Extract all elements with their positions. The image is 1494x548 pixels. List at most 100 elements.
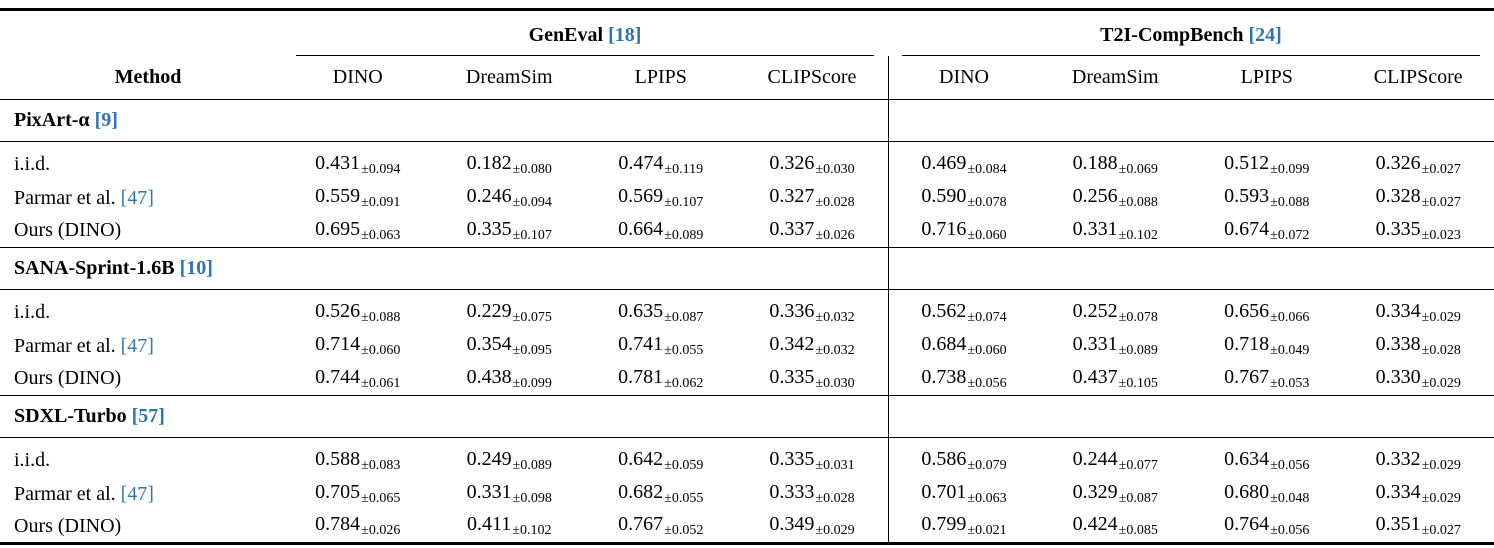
metric-value: 0.438 xyxy=(466,365,512,388)
metric-cell: 0.634±0.056 xyxy=(1191,438,1343,478)
metric-std: ±0.088 xyxy=(361,309,401,325)
metric-cell: 0.437±0.105 xyxy=(1040,363,1192,396)
metric-cell: 0.714±0.060 xyxy=(282,330,434,363)
metric-std: ±0.030 xyxy=(815,375,855,391)
metric-value: 0.334 xyxy=(1375,299,1421,322)
column-header-dino: DINO xyxy=(887,55,1040,100)
method-cell: i.i.d. xyxy=(0,142,282,182)
method-label: i.i.d. xyxy=(14,153,51,176)
metric-cell: 0.784±0.026 xyxy=(282,511,434,544)
metric-value: 0.767 xyxy=(1224,365,1270,388)
method-cell: Ours (DINO) xyxy=(0,511,282,544)
section-header-row: SDXL-Turbo [57] xyxy=(0,395,1494,438)
metric-value: 0.714 xyxy=(315,333,361,355)
metric-cell: 0.335±0.107 xyxy=(434,215,586,248)
metric-std: ±0.080 xyxy=(512,161,552,177)
metric-cell: 0.331±0.102 xyxy=(1040,215,1192,248)
metric-cell: 0.741±0.055 xyxy=(585,330,737,363)
metric-value: 0.562 xyxy=(921,299,967,322)
metric-value: 0.634 xyxy=(1224,447,1270,470)
section-sdxl-turbo: SDXL-Turbo [57] i.i.d. 0.588±0.083 0.249±… xyxy=(0,395,1494,544)
metric-value: 0.326 xyxy=(769,151,815,174)
metric-value: 0.424 xyxy=(1072,513,1118,536)
metric-cell: 0.588±0.083 xyxy=(282,438,434,478)
metric-std: ±0.099 xyxy=(512,375,552,391)
citation-link[interactable]: [10] xyxy=(179,257,213,279)
metric-std: ±0.032 xyxy=(815,343,855,358)
citation-link[interactable]: [47] xyxy=(120,482,154,505)
corner-spacer xyxy=(0,10,282,56)
metric-value: 0.744 xyxy=(315,365,361,388)
metric-cell: 0.569±0.107 xyxy=(585,182,737,215)
metric-cell: 0.586±0.079 xyxy=(887,437,1040,478)
metric-value: 0.342 xyxy=(769,333,815,355)
metric-std: ±0.023 xyxy=(1421,227,1461,243)
metric-std: ±0.031 xyxy=(815,457,855,473)
metric-value: 0.559 xyxy=(315,185,361,207)
group-label: T2I-CompBench [24] xyxy=(888,22,1494,48)
metric-std: ±0.083 xyxy=(361,457,401,473)
metric-value: 0.333 xyxy=(769,481,815,503)
metric-value: 0.469 xyxy=(921,151,967,174)
metric-cell: 0.705±0.065 xyxy=(282,478,434,511)
metric-std: ±0.075 xyxy=(512,309,552,325)
metric-std: ±0.095 xyxy=(512,343,552,358)
metric-cell: 0.249±0.089 xyxy=(434,438,586,478)
metric-std: ±0.029 xyxy=(1421,457,1461,473)
metric-cell: 0.562±0.074 xyxy=(887,289,1040,330)
metric-std: ±0.074 xyxy=(967,309,1007,325)
data-row: Ours (DINO) 0.695±0.063 0.335±0.107 0.66… xyxy=(0,214,1494,248)
metric-std: ±0.060 xyxy=(967,343,1007,358)
metric-value: 0.701 xyxy=(921,481,967,503)
metric-value: 0.335 xyxy=(1375,217,1421,240)
metric-value: 0.767 xyxy=(618,513,664,536)
metric-cell: 0.351±0.027 xyxy=(1343,511,1494,544)
metric-std: ±0.063 xyxy=(967,491,1007,506)
metric-cell: 0.438±0.099 xyxy=(434,363,586,396)
metric-cell: 0.469±0.084 xyxy=(887,141,1040,182)
column-header-method: Method xyxy=(0,55,282,100)
metric-std: ±0.098 xyxy=(512,491,552,506)
metric-cell: 0.635±0.087 xyxy=(585,290,737,330)
metric-std: ±0.066 xyxy=(1270,309,1310,325)
column-header-dreamsim: DreamSim xyxy=(433,55,585,100)
metric-cell: 0.330±0.029 xyxy=(1343,363,1494,396)
metric-cell: 0.474±0.119 xyxy=(585,142,737,182)
metric-std: ±0.069 xyxy=(1118,161,1158,177)
metric-cell: 0.590±0.078 xyxy=(887,181,1040,215)
group-header-geneval: GenEval [18] xyxy=(282,10,888,56)
metric-std: ±0.028 xyxy=(1421,343,1461,358)
metric-cell: 0.431±0.094 xyxy=(282,142,434,182)
metric-value: 0.695 xyxy=(315,217,361,240)
metric-cell: 0.695±0.063 xyxy=(282,215,434,248)
metric-cell: 0.664±0.089 xyxy=(585,215,737,248)
metric-std: ±0.107 xyxy=(512,227,552,243)
metric-cell: 0.334±0.029 xyxy=(1343,478,1494,511)
metric-cell: 0.642±0.059 xyxy=(585,438,737,478)
citation-link[interactable]: [18] xyxy=(608,23,642,46)
metric-value: 0.332 xyxy=(1375,447,1421,470)
metric-std: ±0.056 xyxy=(1270,523,1310,539)
citation-link[interactable]: [47] xyxy=(120,186,154,209)
citation-link[interactable]: [24] xyxy=(1248,23,1282,46)
column-header-dino: DINO xyxy=(282,55,434,100)
metric-value: 0.337 xyxy=(769,217,815,240)
section-pixart-alpha: PixArt-α [9] i.i.d. 0.431±0.094 0.182±0.0… xyxy=(0,99,1494,248)
citation-link[interactable]: [57] xyxy=(131,405,165,427)
metric-value: 0.664 xyxy=(618,217,664,240)
metric-cell: 0.333±0.028 xyxy=(737,478,889,511)
method-cell: Parmar et al. [47] xyxy=(0,478,282,511)
metric-std: ±0.102 xyxy=(512,523,552,539)
data-row: Ours (DINO) 0.744±0.061 0.438±0.099 0.78… xyxy=(0,362,1494,396)
metric-value: 0.764 xyxy=(1224,513,1270,536)
column-header-lpips: LPIPS xyxy=(1191,55,1343,100)
citation-link[interactable]: [9] xyxy=(94,109,118,131)
metric-cell: 0.764±0.056 xyxy=(1191,511,1343,544)
metric-std: ±0.061 xyxy=(361,375,401,391)
metric-cell: 0.701±0.063 xyxy=(887,477,1040,511)
metric-value: 0.431 xyxy=(315,151,361,174)
citation-link[interactable]: [47] xyxy=(120,334,154,357)
group-header-row: GenEval [18] T2I-CompBench [24] xyxy=(0,10,1494,56)
metric-cell: 0.335±0.030 xyxy=(737,363,889,396)
metric-cell: 0.526±0.088 xyxy=(282,290,434,330)
